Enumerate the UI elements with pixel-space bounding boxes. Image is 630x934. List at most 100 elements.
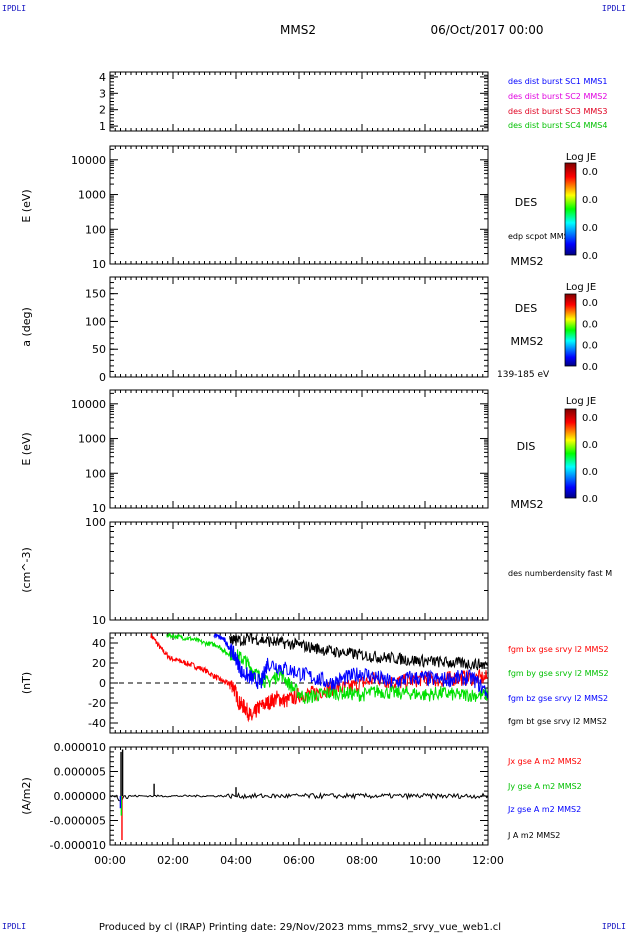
y-tick-label: 10: [92, 258, 106, 271]
panel-legend-label: fgm bt gse srvy l2 MMS2: [508, 717, 607, 726]
y-tick-label: 10000: [71, 398, 106, 411]
y-tick-label: 0.000000: [54, 790, 107, 803]
series-trace: [150, 633, 488, 723]
panel-legend-label: MMS2: [511, 498, 544, 511]
panel-legend-label: Jz gse A m2 MMS2: [507, 805, 581, 814]
panel-legend-label: Jx gse A m2 MMS2: [507, 757, 582, 766]
colorbar-gradient: [564, 408, 577, 499]
panel-3: 0 50 100 150 a (deg) DES MMS2 139-185 eV: [20, 276, 550, 384]
y-tick-label: 0: [99, 371, 106, 384]
colorbar-label: 0.0: [582, 195, 598, 206]
panel-frame: [109, 521, 489, 621]
panel-4: 10 100 1000 10000 E (eV) DIS MMS2: [20, 389, 544, 515]
y-tick-label: 100: [85, 467, 106, 480]
y-tick-label: 10: [92, 502, 106, 515]
corner-tag-bottom-right: IPDLI: [601, 922, 626, 931]
panel-legend-label: fgm bx gse srvy l2 MMS2: [508, 645, 609, 654]
y-tick-label: 50: [92, 343, 106, 356]
y-tick-label: 4: [99, 71, 106, 84]
y-tick-label: 10000: [71, 154, 106, 167]
panel-legend-label: des dist burst SC3 MMS3: [508, 107, 607, 116]
colorbar-label: 0.0: [582, 362, 598, 373]
panel-6: -40 -20 0 20 40 (nT) fgm bx gse srvy l2 MMS2 fg…: [20, 632, 609, 734]
x-tick-label: 06:00: [283, 854, 315, 867]
panel-legend-label: des dist burst SC2 MMS2: [508, 92, 607, 101]
y-axis-label: (cm^-3): [20, 547, 33, 593]
panel-frame: [109, 71, 489, 132]
colorbar-label: 0.0: [582, 223, 598, 234]
footer-credits: Produced by cl (IRAP) Printing date: 29/…: [99, 922, 501, 933]
panel-legend-label: 139-185 eV: [497, 370, 550, 380]
corner-tag-top-left: IPDLI: [2, 4, 27, 13]
y-tick-label: -0.000010: [50, 839, 106, 852]
current-trace: [110, 791, 488, 803]
colorbar-label: 0.0: [582, 167, 598, 178]
panel-1: 1 2 3 4 des dist burst SC1 MMS1 des dist burs…: [99, 71, 607, 133]
panel-legend-label: fgm bz gse srvy l2 MMS2: [508, 694, 608, 703]
colorbar-title: Log JE: [566, 282, 596, 293]
y-tick-label: -20: [88, 697, 106, 710]
colorbar-label: 0.0: [582, 413, 598, 424]
colorbar-label: 0.0: [582, 341, 598, 352]
panel-legend-label: des dist burst SC4 MMS4: [508, 121, 607, 130]
panel-legend-label: fgm by gse srvy l2 MMS2: [508, 669, 609, 678]
colorbar-gradient: [564, 162, 577, 256]
corner-tag-bottom-left: IPDLI: [2, 922, 27, 931]
y-tick-label: 100: [85, 516, 106, 529]
figure-date: 06/Oct/2017 00:00: [430, 23, 543, 37]
corner-tag-top-right: IPDLI: [601, 4, 626, 13]
y-axis-label: a (deg): [20, 307, 33, 347]
y-tick-label: 150: [85, 288, 106, 301]
panel-legend-label: MMS2: [511, 255, 544, 268]
panel-legend-label: des numberdensity fast M: [508, 569, 612, 578]
y-tick-label: 40: [92, 637, 106, 650]
y-axis-label: (nT): [20, 672, 33, 694]
colorbar-title: Log JE: [566, 152, 596, 163]
x-tick-label: 00:00: [94, 854, 126, 867]
x-tick-label: 08:00: [346, 854, 378, 867]
panel-legend-label: MMS2: [511, 335, 544, 348]
y-axis-label: E (eV): [20, 189, 33, 222]
y-tick-label: 0.000005: [54, 766, 107, 779]
series-trace: [229, 633, 488, 672]
panel-frame: [109, 145, 489, 265]
colorbar-label: 0.0: [582, 319, 598, 330]
series-trace: [213, 633, 488, 699]
colorbar-1: Log JE 0.0 0.0 0.0 0.0: [564, 152, 598, 262]
colorbar-title: Log JE: [566, 396, 596, 407]
x-tick-label: 12:00: [472, 854, 504, 867]
y-tick-label: 100: [85, 223, 106, 236]
panel-legend-label: Jy gse A m2 MMS2: [507, 782, 582, 791]
series-trace: [166, 633, 488, 704]
panel-legend-label: DIS: [517, 440, 536, 453]
x-tick-label: 02:00: [157, 854, 189, 867]
y-tick-label: 2: [99, 104, 106, 117]
colorbar-2: Log JE 0.0 0.0 0.0 0.0: [564, 282, 598, 373]
y-axis-label: E (eV): [20, 432, 33, 465]
panel-legend-label: des dist burst SC1 MMS1: [508, 77, 607, 86]
y-tick-label: 20: [92, 657, 106, 670]
panel-7: -0.000010 -0.000005 0.000000 0.000005 0.0000…: [20, 741, 582, 867]
y-tick-label: -0.000005: [50, 815, 106, 828]
figure-title: MMS2: [280, 23, 316, 37]
x-tick-label: 10:00: [409, 854, 441, 867]
panel-5: 10 100 (cm^-3) des numberdensity fast M: [20, 516, 612, 627]
panel-legend-label: DES: [515, 196, 537, 209]
colorbar-3: Log JE 0.0 0.0 0.0 0.0: [564, 396, 598, 505]
colorbar-gradient: [564, 293, 577, 367]
y-axis-label: (A/m2): [20, 777, 33, 815]
colorbar-label: 0.0: [582, 298, 598, 309]
y-tick-label: 10: [92, 614, 106, 627]
y-tick-label: -40: [88, 717, 106, 730]
y-tick-label: 0.000010: [54, 741, 107, 754]
colorbar-label: 0.0: [582, 494, 598, 505]
y-tick-label: 0: [99, 677, 106, 690]
panel-legend-label: edp scpot MMS2: [508, 232, 574, 241]
y-tick-label: 3: [99, 87, 106, 100]
colorbar-label: 0.0: [582, 440, 598, 451]
colorbar-label: 0.0: [582, 251, 598, 262]
panel-2: 10 100 1000 10000 E (eV) DES edp scpot MMS2 MMS…: [20, 145, 574, 271]
panel-legend-label: DES: [515, 302, 537, 315]
panel-frame: [109, 389, 489, 509]
